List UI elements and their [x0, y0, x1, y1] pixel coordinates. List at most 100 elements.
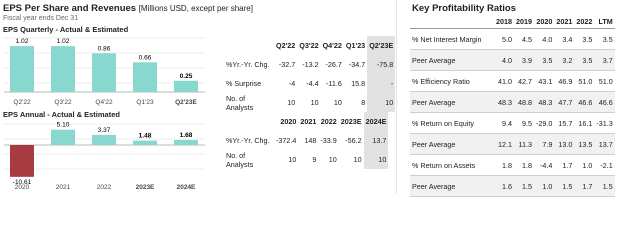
cell: 41.0 [494, 70, 514, 92]
header-row: 2020 2021 2022 2023E 2024E [224, 112, 389, 131]
cell: 10 [333, 98, 342, 107]
row: % Efficiency Ratio 41.0 42.7 43.1 46.9 51.0 51… [410, 70, 615, 92]
cell: 1.5 [554, 175, 575, 197]
cell: 10 [310, 98, 319, 107]
row-label: No. of Analysts [226, 150, 254, 169]
cell: 46.6 [574, 91, 595, 113]
column-header: Q4'22 [322, 41, 342, 50]
row: % Return on Assets 1.8 1.8 -4.4 1.7 1.0 -2.1 [410, 154, 615, 176]
row: % Return on Equity 9.4 9.5 -29.0 15.7 16.1 -31… [410, 112, 615, 134]
page: {"header":{"title":"EPS Per Share and Re… [3, 0, 638, 197]
cell: 148 [304, 136, 317, 145]
row-label: No. of Analysts [226, 93, 254, 112]
cell: 10 [288, 155, 297, 164]
cell: 3.7 [594, 49, 615, 71]
bar [133, 62, 157, 92]
cell: -56.2 [345, 136, 362, 145]
subtitle: [Millions USD, except per share] [138, 4, 253, 13]
cell: -4 [288, 79, 296, 88]
cell: 3.2 [554, 49, 575, 71]
quarterly-chart: 1.02 Q2'22 1.02 Q3'22 0.86 Q4'22 0.66 Q1'23 0.25… [4, 37, 205, 106]
cell: 1.0 [574, 154, 595, 176]
column-header: 2024E [363, 112, 389, 131]
cell: 51.0 [574, 70, 595, 92]
cell: 3.5 [574, 28, 595, 50]
cell: 46.6 [594, 91, 615, 113]
fiscal-note: Fiscal year ends Dec 31 [3, 15, 79, 22]
column-header: 2018 [494, 14, 514, 29]
x-tick-label: Q3'22 [54, 99, 72, 106]
row: % Surprise -4 -4.4 -11.6 15.8- [224, 74, 396, 93]
cell: 51.0 [594, 70, 615, 92]
x-tick-label: Q4'22 [95, 99, 113, 106]
cell: 47.7 [554, 91, 575, 113]
cell: 13.7 [594, 133, 615, 155]
cell: 16.1 [574, 112, 595, 134]
cell: 4.5 [514, 28, 534, 50]
bar [133, 140, 157, 145]
x-tick-label: 2021 [56, 184, 71, 191]
row-label: Peer Average [410, 175, 494, 197]
cell: 1.8 [514, 154, 534, 176]
cell: -4.4 [534, 154, 555, 176]
cell: 1.5 [594, 175, 615, 197]
divider [396, 0, 397, 194]
row: %Yr.-Yr. Chg. -372.4 148 -33.9 -56.2 13.7 [224, 131, 389, 150]
row-label: % Return on Equity [410, 112, 494, 134]
quarterly-table: Q2'22 Q3'22 Q4'22 Q1'23 Q2'23E %Yr.-Yr. Chg. -… [224, 36, 396, 112]
cell: -11.6 [326, 79, 342, 88]
value-label: 1.02 [57, 38, 70, 45]
cell: 10 [353, 155, 362, 164]
column-header: LTM [594, 14, 615, 29]
cell: 46.9 [554, 70, 575, 92]
cell: 8 [361, 98, 366, 107]
row: Peer Average 12.1 11.3 7.9 13.0 13.5 13.7 [410, 133, 615, 155]
cell: 48.3 [534, 91, 555, 113]
row-label: % Surprise [226, 79, 262, 88]
column-header: 2021 [554, 14, 575, 29]
cell: - [367, 74, 396, 93]
x-tick-label: 2020 [15, 184, 30, 191]
cell: 4.0 [534, 28, 555, 50]
cell: 1.0 [534, 175, 555, 197]
chart-title: EPS Quarterly - Actual & Estimated [3, 25, 129, 34]
cell: 48.3 [494, 91, 514, 113]
row: Peer Average 1.6 1.5 1.0 1.5 1.7 1.5 [410, 175, 615, 197]
title-row: EPS Per Share and Revenues [Millions USD… [3, 3, 253, 14]
column-header: 2019 [514, 14, 534, 29]
x-tick-label: 2024E [177, 184, 196, 191]
column-header: Q2'23E [367, 36, 396, 55]
cell: 10 [367, 93, 396, 112]
cell: 7.9 [534, 133, 555, 155]
table: Q2'22 Q3'22 Q4'22 Q1'23 Q2'23E %Yr.-Yr. Chg. -… [224, 36, 396, 112]
ratios-title: Key Profitability Ratios [412, 3, 516, 14]
value-label: 1.02 [16, 38, 29, 45]
cell: 10 [363, 150, 389, 169]
cell: 1.7 [554, 154, 575, 176]
cell: 13.0 [554, 133, 575, 155]
cell: 5.0 [494, 28, 514, 50]
row-label: Peer Average [410, 49, 494, 71]
cell: 9.5 [514, 112, 534, 134]
row: No. of Analysts 10 10 10 8 10 [224, 93, 396, 112]
value-label: 3.37 [98, 127, 111, 134]
cell: 43.1 [534, 70, 555, 92]
cell: -372.4 [276, 136, 297, 145]
row-label: %Yr.-Yr. Chg. [226, 60, 270, 69]
bar [51, 46, 75, 92]
value-label: 0.66 [139, 54, 152, 61]
column-header: 2021 [300, 117, 317, 126]
bar [92, 53, 116, 92]
annual-table: 2020 2021 2022 2023E 2024E %Yr.-Yr. Chg. -372.… [224, 112, 389, 169]
value-label: 0.25 [180, 73, 193, 80]
column-header: Q3'22 [299, 41, 319, 50]
cell: 15.7 [554, 112, 575, 134]
bar [174, 80, 198, 92]
cell: -4.4 [306, 79, 319, 88]
value-label: 0.86 [98, 45, 111, 52]
cell: -2.1 [594, 154, 615, 176]
corner [410, 14, 494, 29]
ratios-table: 2018 2019 2020 2021 2022 LTM% Net Interest Ma… [410, 14, 638, 197]
cell: 48.8 [514, 91, 534, 113]
